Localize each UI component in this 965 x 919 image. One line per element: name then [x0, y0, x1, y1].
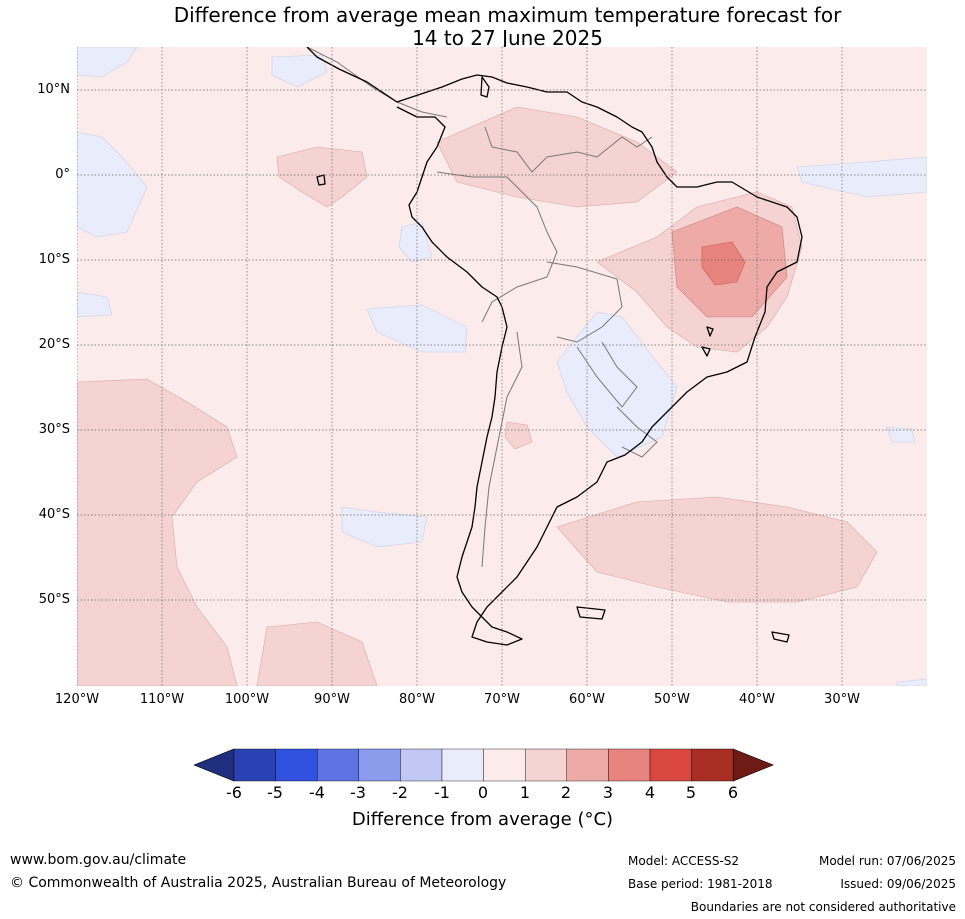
- colorbar-segment: [691, 748, 734, 782]
- colorbar-segment: [441, 748, 484, 782]
- colorbar-segment: [275, 748, 318, 782]
- cool-region-pacific-north: [271, 54, 328, 88]
- colorbar-tick-neg1: -1: [434, 783, 450, 802]
- colorbar-segment: [566, 748, 609, 782]
- cool-region-southeast-pacific: [341, 506, 428, 548]
- lon-label-50w: 50°W: [654, 692, 690, 707]
- coastline-lake-maracaibo: [480, 76, 490, 98]
- colorbar-extend-high: [732, 748, 775, 782]
- lat-label-0: 0°: [55, 167, 70, 182]
- country-borders: [306, 47, 658, 568]
- map-canvas: [77, 47, 927, 686]
- warm-region-south-atlantic: [556, 496, 878, 603]
- colorbar-tick-0: 0: [477, 783, 489, 802]
- colorbar-tick-neg3: -3: [350, 783, 366, 802]
- colorbar-segment: [400, 748, 443, 782]
- cool-region-west-south: [77, 291, 113, 318]
- colorbar-segment: [608, 748, 651, 782]
- lon-label-40w: 40°W: [739, 692, 775, 707]
- border-central-america: [306, 47, 448, 118]
- cool-region-south-atlantic: [886, 426, 916, 443]
- warm-region-argentina-north: [504, 421, 533, 450]
- colorbar-segment: [233, 748, 276, 782]
- colorbar-segment: [317, 748, 360, 782]
- lat-label-20s: 20°S: [38, 337, 70, 352]
- colorbar: [193, 748, 775, 782]
- lat-label-10s: 10°S: [38, 252, 70, 267]
- colorbar-label: Difference from average (°C): [351, 809, 614, 830]
- coastline-brazil-islet: [706, 326, 714, 337]
- lon-label-60w: 60°W: [569, 692, 605, 707]
- coastline-falkland-islands: [576, 606, 606, 620]
- cool-region-nw: [77, 47, 138, 78]
- colorbar-tick-3: 3: [602, 783, 614, 802]
- lat-label-10n: 10°N: [37, 82, 70, 97]
- lon-label-110w: 110°W: [139, 692, 185, 707]
- title-line-2: 14 to 27 June 2025: [412, 26, 603, 50]
- colorbar-tick-5: 5: [685, 783, 697, 802]
- footer-disclaimer: Boundaries are not considered authoritat…: [690, 900, 956, 914]
- anomaly-cool-regions: [77, 47, 927, 686]
- lon-label-70w: 70°W: [484, 692, 520, 707]
- lon-label-90w: 90°W: [314, 692, 350, 707]
- colorbar-tick-neg4: -4: [309, 783, 325, 802]
- footer-website-link[interactable]: www.bom.gov.au/climate: [10, 852, 187, 868]
- coastline-brazil-islet-2: [701, 346, 711, 357]
- coastline-galapagos: [316, 174, 326, 186]
- border-uruguay: [616, 406, 658, 458]
- graticule: [77, 47, 927, 686]
- footer-copyright: © Commonwealth of Australia 2025, Austra…: [10, 875, 507, 891]
- colorbar-tick-1: 1: [519, 783, 531, 802]
- warm-region-far-south: [256, 621, 378, 686]
- anomaly-warm-region-3-4: [701, 241, 746, 286]
- warm-region-northern-south-america: [436, 106, 678, 208]
- border-bolivia-brazil: [546, 261, 623, 343]
- border-colombia-brazil-peru: [436, 171, 558, 323]
- coastline-south-georgia: [771, 631, 790, 643]
- lon-label-100w: 100°W: [224, 692, 270, 707]
- lon-label-80w: 80°W: [399, 692, 435, 707]
- colorbar-tick-neg2: -2: [392, 783, 408, 802]
- lat-label-40s: 40°S: [38, 507, 70, 522]
- footer-model-run: Model run: 07/06/2025: [818, 854, 956, 868]
- warm-region-southwest-pacific: [77, 378, 238, 686]
- colorbar-tick-neg5: -5: [267, 783, 283, 802]
- colorbar-segment: [483, 748, 526, 782]
- forecast-map: [77, 47, 927, 686]
- cool-region-atlantic-equator: [796, 156, 927, 198]
- lon-label-30w: 30°W: [824, 692, 860, 707]
- border-paraguay: [576, 341, 638, 408]
- footer-issued: Issued: 09/06/2025: [840, 877, 956, 891]
- colorbar-extend-low: [193, 748, 235, 782]
- footer-model: Model: ACCESS-S2: [628, 854, 740, 868]
- lon-label-120w: 120°W: [54, 692, 100, 707]
- border-chile-argentina: [481, 331, 523, 568]
- chart-title: Difference from average mean maximum tem…: [0, 4, 965, 50]
- cool-region-equatorial-west: [77, 131, 148, 238]
- colorbar-tick-2: 2: [560, 783, 572, 802]
- footer-base-period: Base period: 1981-2018: [628, 877, 773, 891]
- colorbar-segment: [525, 748, 568, 782]
- colorbar-tick-neg6: -6: [226, 783, 242, 802]
- anomaly-warm-regions-1-2: [77, 106, 878, 686]
- border-venezuela-guyana: [484, 126, 653, 173]
- lat-label-30s: 30°S: [38, 422, 70, 437]
- title-line-1: Difference from average mean maximum tem…: [173, 3, 842, 27]
- cool-region-southeast-corner: [896, 678, 927, 686]
- colorbar-tick-4: 4: [644, 783, 656, 802]
- colorbar-segment: [649, 748, 692, 782]
- colorbar-tick-6: 6: [727, 783, 739, 802]
- lat-label-50s: 50°S: [38, 592, 70, 607]
- colorbar-segment: [358, 748, 401, 782]
